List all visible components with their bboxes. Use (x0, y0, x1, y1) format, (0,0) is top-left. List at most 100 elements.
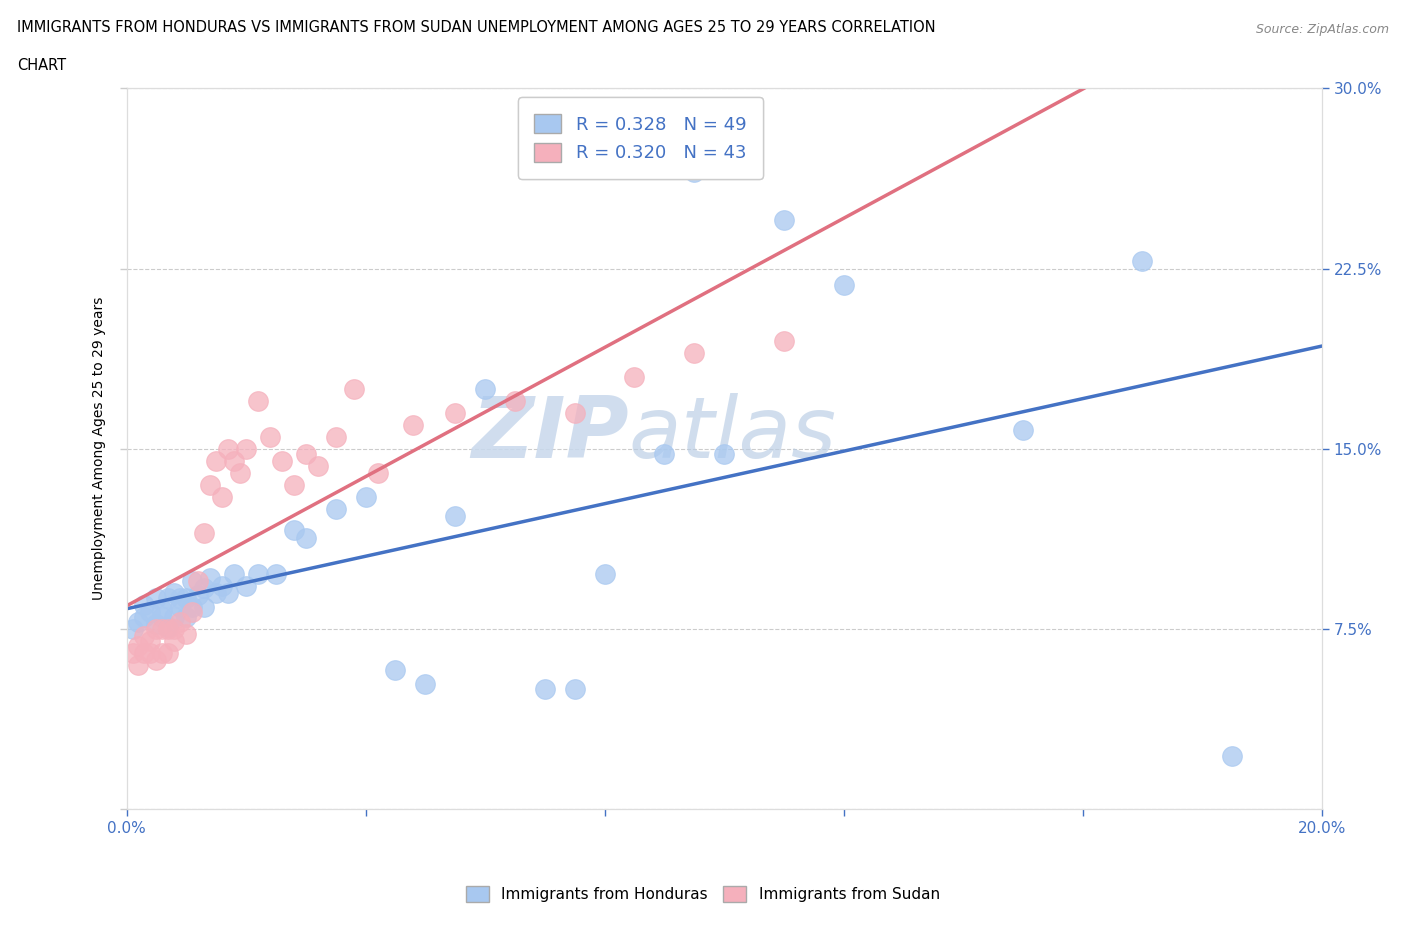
Point (187, 588, 209, 603)
Point (593, 566, 616, 581)
Point (174, 626, 197, 641)
Point (415, 677, 437, 692)
Point (121, 645, 143, 660)
Point (259, 430, 281, 445)
Point (264, 566, 287, 581)
Point (354, 489, 377, 504)
Point (683, 345, 706, 360)
Point (832, 278, 855, 293)
Point (157, 645, 180, 660)
Point (152, 621, 174, 636)
Point (402, 418, 425, 432)
Point (384, 662, 406, 677)
Point (474, 381, 496, 396)
Point (205, 586, 228, 601)
Point (713, 446, 735, 461)
Point (444, 509, 467, 524)
Point (134, 597, 156, 612)
Point (294, 446, 316, 461)
Point (169, 600, 191, 615)
Point (145, 591, 167, 605)
Point (366, 465, 388, 480)
Point (235, 442, 257, 457)
Point (169, 615, 191, 630)
Point (343, 381, 366, 396)
Text: ZIP: ZIP (471, 392, 628, 476)
Point (222, 453, 246, 468)
Point (152, 645, 174, 660)
Legend: Immigrants from Honduras, Immigrants from Sudan: Immigrants from Honduras, Immigrants fro… (460, 880, 946, 909)
Text: CHART: CHART (17, 58, 66, 73)
Point (307, 458, 329, 473)
Point (294, 530, 316, 545)
Point (121, 621, 143, 636)
Point (217, 586, 239, 601)
Point (163, 609, 186, 624)
Legend: R = 0.328   N = 49, R = 0.320   N = 43: R = 0.328 N = 49, R = 0.320 N = 43 (517, 98, 763, 179)
Point (205, 453, 228, 468)
Point (283, 523, 305, 538)
Text: atlas: atlas (628, 392, 837, 476)
Point (181, 574, 204, 589)
Point (139, 633, 162, 648)
Point (145, 617, 167, 631)
Point (134, 609, 156, 624)
Point (325, 430, 347, 445)
Point (152, 603, 174, 618)
Point (139, 645, 162, 660)
Point (163, 633, 186, 648)
Point (773, 213, 796, 228)
Point (283, 477, 305, 492)
Point (193, 580, 215, 595)
Point (247, 566, 270, 581)
Point (139, 604, 162, 619)
Point (211, 489, 233, 504)
Point (564, 405, 586, 420)
Y-axis label: Unemployment Among Ages 25 to 29 years: Unemployment Among Ages 25 to 29 years (91, 297, 105, 601)
Point (1011, 422, 1033, 437)
Point (145, 621, 167, 636)
Point (200, 571, 222, 586)
Point (222, 566, 246, 581)
Text: Source: ZipAtlas.com: Source: ZipAtlas.com (1256, 23, 1389, 36)
Point (229, 465, 252, 480)
Point (169, 591, 191, 605)
Point (235, 578, 257, 593)
Point (152, 609, 174, 624)
Point (134, 645, 156, 660)
Point (157, 621, 180, 636)
Point (325, 501, 347, 516)
Point (683, 165, 706, 179)
Point (503, 393, 526, 408)
Point (1130, 254, 1153, 269)
Point (181, 604, 204, 619)
Point (217, 442, 239, 457)
Point (145, 653, 167, 668)
Point (623, 369, 645, 384)
Point (181, 600, 204, 615)
Point (247, 393, 270, 408)
Point (564, 682, 586, 697)
Point (200, 477, 222, 492)
Point (157, 591, 180, 605)
Point (1220, 749, 1243, 764)
Point (187, 574, 209, 589)
Point (127, 658, 149, 672)
Point (174, 609, 197, 624)
Point (193, 525, 215, 540)
Point (157, 619, 180, 634)
Point (652, 446, 675, 461)
Point (534, 682, 557, 697)
Point (163, 621, 186, 636)
Point (163, 586, 186, 601)
Text: IMMIGRANTS FROM HONDURAS VS IMMIGRANTS FROM SUDAN UNEMPLOYMENT AMONG AGES 25 TO : IMMIGRANTS FROM HONDURAS VS IMMIGRANTS F… (17, 20, 935, 35)
Point (773, 333, 796, 348)
Point (134, 629, 156, 644)
Point (211, 578, 233, 593)
Point (193, 600, 215, 615)
Point (127, 638, 149, 653)
Point (270, 453, 294, 468)
Point (444, 405, 467, 420)
Point (127, 615, 149, 630)
Point (174, 591, 197, 605)
